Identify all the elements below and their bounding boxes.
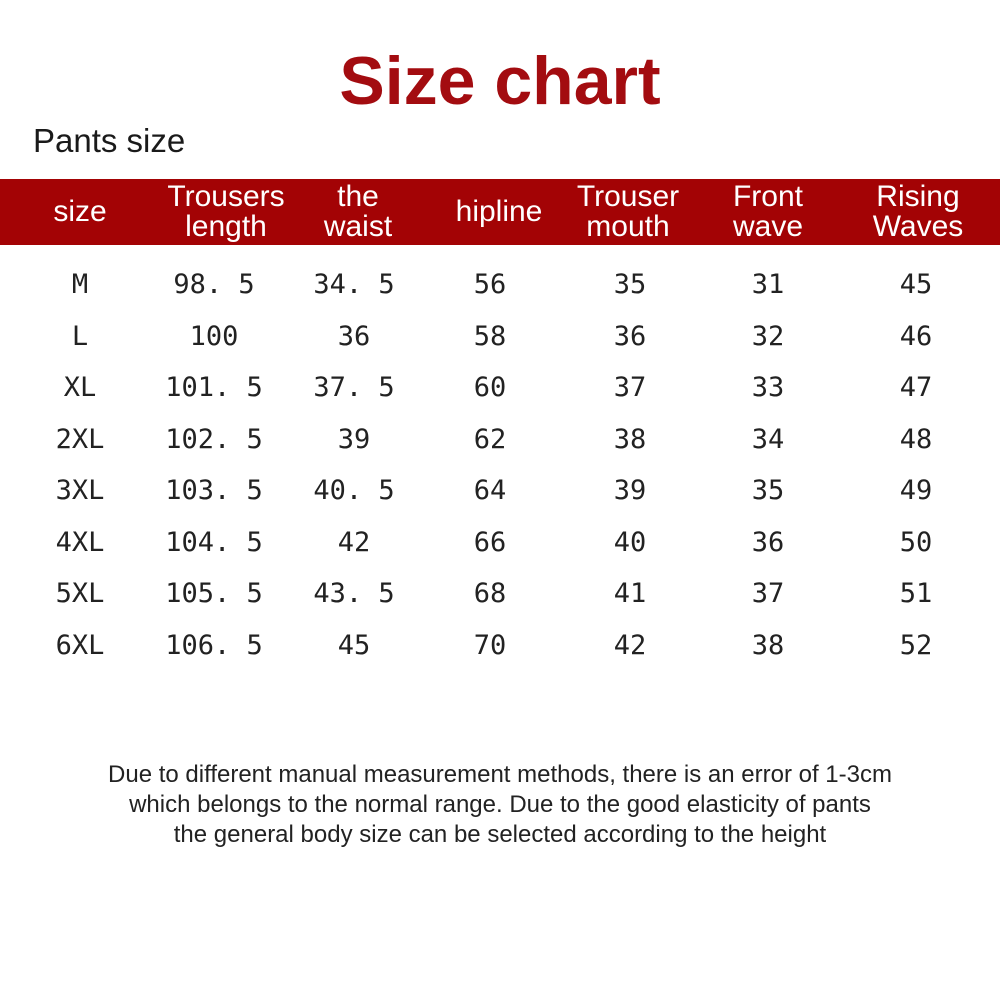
table-cell: 37	[751, 578, 785, 609]
table-cell: 101. 5	[165, 372, 263, 403]
table-row: XL 101. 5 37. 5 60 37 33 47	[0, 372, 1000, 412]
page-title: Size chart	[339, 43, 661, 119]
table-cell: 56	[473, 269, 507, 300]
table-cell: 45	[899, 269, 933, 300]
table-cell: 37	[613, 372, 647, 403]
column-header-line: mouth	[586, 210, 670, 243]
table-cell: 38	[751, 629, 785, 661]
table-cell: 36	[613, 320, 647, 352]
table-cell: 39	[337, 423, 371, 455]
table-cell: 46	[899, 320, 933, 352]
column-header-line: Trousers	[167, 180, 285, 213]
table-cell: 100	[189, 320, 239, 352]
table-cell: 33	[751, 372, 785, 403]
table-row: 6XL 106. 5 45 70 42 38 52	[0, 630, 1000, 670]
column-header-line: Trouser	[576, 180, 680, 213]
table-cell: 39	[613, 475, 647, 506]
table-row: L 100 36 58 36 32 46	[0, 321, 1000, 361]
table-header: size Trousers length the waist hipline Trouser…	[0, 179, 1000, 245]
note-line: Due to different manual measurement meth…	[108, 761, 892, 788]
table-row: M 98. 5 34. 5 56 35 31 45	[0, 269, 1000, 309]
column-header-line: Rising	[876, 180, 960, 213]
table-cell: 40. 5	[313, 475, 395, 506]
table-cell: 6XL	[55, 629, 105, 661]
table-cell: 37. 5	[313, 372, 395, 403]
note-line: the general body size can be selected ac…	[173, 821, 827, 848]
table-cell: 36	[337, 320, 371, 352]
table-cell: L	[71, 320, 89, 352]
table-cell: 42	[337, 526, 371, 558]
table-cell: 58	[473, 320, 507, 352]
table-cell: 98. 5	[173, 269, 255, 300]
table-cell: XL	[63, 372, 97, 403]
table-cell: 51	[899, 578, 933, 609]
column-header: the waist	[324, 179, 392, 245]
table-cell: 5XL	[55, 578, 105, 609]
table-cell: 3XL	[55, 475, 105, 506]
table-cell: 35	[613, 269, 647, 300]
table-cell: 66	[473, 526, 507, 558]
table-cell: 60	[473, 372, 507, 403]
table-cell: 105. 5	[165, 578, 263, 609]
table-cell: 38	[613, 423, 647, 455]
column-header: Front wave	[733, 179, 803, 245]
table-cell: 64	[473, 475, 507, 506]
measurement-note: Due to different manual measurement meth…	[0, 760, 1000, 850]
column-header-line: the	[337, 180, 379, 213]
table-row: 4XL 104. 5 42 66 40 36 50	[0, 527, 1000, 567]
table-cell: M	[71, 269, 89, 300]
table-cell: 62	[473, 423, 507, 455]
table-cell: 41	[613, 578, 647, 609]
column-header-line: waist	[323, 210, 393, 243]
table-cell: 52	[899, 629, 933, 661]
column-header-line: wave	[732, 210, 804, 243]
table-cell: 43. 5	[313, 578, 395, 609]
table-cell: 4XL	[55, 526, 105, 558]
table-cell: 48	[899, 423, 933, 455]
column-header: hipline	[456, 179, 543, 245]
note-line: which belongs to the normal range. Due t…	[129, 791, 871, 818]
table-cell: 2XL	[55, 423, 105, 455]
column-header-line: Waves	[872, 210, 964, 243]
table-cell: 47	[899, 372, 933, 403]
table-cell: 68	[473, 578, 507, 609]
column-header-line: Front	[732, 180, 804, 213]
table-cell: 106. 5	[165, 629, 263, 661]
table-row: 2XL 102. 5 39 62 38 34 48	[0, 424, 1000, 464]
table-cell: 34	[751, 423, 785, 455]
column-header-line: size	[53, 195, 107, 228]
table-cell: 45	[337, 629, 371, 661]
table-cell: 34. 5	[313, 269, 395, 300]
table-cell: 36	[751, 526, 785, 558]
column-header-line: length	[185, 210, 267, 243]
table-cell: 103. 5	[165, 475, 263, 506]
table-cell: 70	[473, 629, 507, 661]
table-row: 3XL 103. 5 40. 5 64 39 35 49	[0, 475, 1000, 515]
table-cell: 104. 5	[165, 526, 263, 558]
column-header: Rising Waves	[873, 179, 964, 245]
table-row: 5XL 105. 5 43. 5 68 41 37 51	[0, 578, 1000, 618]
table-cell: 102. 5	[165, 423, 263, 455]
table-cell: 32	[751, 320, 785, 352]
table-cell: 49	[899, 475, 933, 506]
column-header: size	[53, 179, 106, 245]
table-cell: 42	[613, 629, 647, 661]
column-header: Trouser mouth	[577, 179, 679, 245]
table-cell: 40	[613, 526, 647, 558]
column-header-line: hipline	[455, 195, 543, 228]
table-cell: 35	[751, 475, 785, 506]
column-header: Trousers length	[167, 179, 284, 245]
table-cell: 31	[751, 269, 785, 300]
table-cell: 50	[899, 526, 933, 558]
section-subtitle: Pants size	[33, 122, 186, 159]
